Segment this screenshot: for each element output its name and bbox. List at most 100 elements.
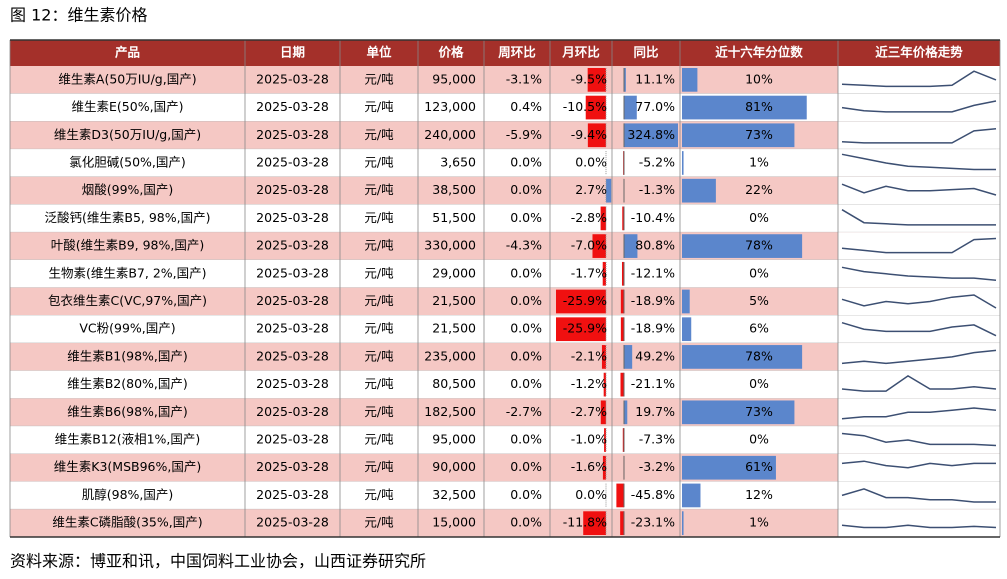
mom-bar <box>603 372 606 397</box>
header-bg <box>10 40 1000 66</box>
mom-bar <box>606 178 612 203</box>
cell-text: 1% <box>749 154 769 169</box>
cell-text: -25.9% <box>563 321 607 336</box>
column-header: 日期 <box>280 45 305 60</box>
yoy-bar <box>624 234 638 258</box>
cell-text: 0.0% <box>510 515 542 530</box>
cell-text: 0.0% <box>510 432 542 447</box>
cell-text: 1% <box>749 515 769 530</box>
cell-text: 95,000 <box>432 432 476 447</box>
cell-text: 2025-03-28 <box>256 71 329 86</box>
cell-text: 维生素C磷脂酸(35%,国产) <box>52 515 202 530</box>
column-header: 近十六年分位数 <box>715 45 803 60</box>
yoy-bar <box>624 400 628 425</box>
cell-text: 15,000 <box>432 515 476 530</box>
percentile-bar <box>682 455 776 480</box>
yoy-bar <box>620 511 624 535</box>
cell-text: 元/吨 <box>364 321 394 336</box>
cell-text: 0.0% <box>510 348 542 363</box>
cell-text: 235,000 <box>424 348 476 363</box>
cell-text: 5% <box>749 293 769 308</box>
cell-text: 2025-03-28 <box>256 293 329 308</box>
trend-line <box>841 100 997 113</box>
row-bg <box>10 453 1000 482</box>
cell-text: 78% <box>745 238 773 253</box>
cell-text: 0% <box>749 432 769 447</box>
cell-text: 烟酸(99%,国产) <box>82 182 174 197</box>
cell-text: -18.9% <box>631 293 675 308</box>
cell-text: -5.9% <box>506 127 542 142</box>
cell-text: 2025-03-28 <box>256 404 329 419</box>
cell-text: -10.4% <box>631 210 675 225</box>
cell-text: 32,500 <box>432 487 476 502</box>
mom-bar <box>556 289 606 314</box>
cell-text: 元/吨 <box>364 293 394 308</box>
cell-text: 38,500 <box>432 182 476 197</box>
cell-text: 2025-03-28 <box>256 321 329 336</box>
row-bg <box>10 176 1000 205</box>
yoy-bar <box>621 261 624 286</box>
cell-text: 元/吨 <box>364 348 394 363</box>
yoy-bar <box>620 372 624 397</box>
cell-text: 元/吨 <box>364 127 394 142</box>
percentile-bar <box>682 234 803 258</box>
cell-text: 2025-03-28 <box>256 487 329 502</box>
cell-text: 2025-03-28 <box>256 127 329 142</box>
cell-text: -1.6% <box>571 459 607 474</box>
column-header: 月环比 <box>561 45 600 60</box>
cell-text: 维生素A(50万IU/g,国产) <box>58 71 196 86</box>
percentile-bar <box>682 400 795 425</box>
cell-text: -23.1% <box>631 515 675 530</box>
cell-text: 元/吨 <box>364 99 394 114</box>
cell-text: 肌醇(98%,国产) <box>82 487 174 502</box>
yoy-bar <box>624 123 678 148</box>
trend-bg <box>838 343 1000 371</box>
column-header: 周环比 <box>498 45 536 60</box>
cell-text: -3.1% <box>506 71 542 86</box>
cell-text: 泛酸钙(维生素B5, 98%,国产) <box>45 210 211 225</box>
yoy-bar <box>616 483 624 508</box>
cell-text: 元/吨 <box>364 376 394 391</box>
cell-text: -3.2% <box>639 459 675 474</box>
cell-text: 19.7% <box>635 404 675 419</box>
row-bg <box>10 66 1000 94</box>
cell-text: 2025-03-28 <box>256 99 329 114</box>
cell-text: 叶酸(维生素B9, 98%,国产) <box>51 238 205 253</box>
cell-text: 元/吨 <box>364 432 394 447</box>
cell-text: 元/吨 <box>364 404 394 419</box>
cell-text: 元/吨 <box>364 154 394 169</box>
cell-text: 维生素E(50%,国产) <box>72 99 184 114</box>
trend-bg <box>838 509 1000 537</box>
percentile-bar <box>682 289 690 314</box>
cell-text: 73% <box>745 127 773 142</box>
cell-text: -10.5% <box>563 99 607 114</box>
percentile-bar <box>682 345 803 369</box>
row-bg <box>10 204 1000 233</box>
cell-text: -4.3% <box>506 238 542 253</box>
row-bg <box>10 287 1000 316</box>
percentile-bar <box>682 511 684 535</box>
cell-text: 元/吨 <box>364 210 394 225</box>
cell-text: 80,500 <box>432 376 476 391</box>
cell-text: 生物素(维生素B7, 2%,国产) <box>48 265 206 280</box>
mom-bar <box>587 68 606 92</box>
mom-bar <box>585 95 606 120</box>
cell-text: 0.0% <box>510 293 542 308</box>
trend-line <box>841 237 997 254</box>
mom-bar <box>587 123 606 148</box>
trend-line <box>841 349 997 365</box>
cell-text: 0.0% <box>510 182 542 197</box>
cell-text: -5.2% <box>639 154 675 169</box>
cell-text: 2025-03-28 <box>256 432 329 447</box>
cell-text: 73% <box>745 404 773 419</box>
cell-text: 3,650 <box>440 154 476 169</box>
cell-text: 2025-03-28 <box>256 210 329 225</box>
row-bg <box>10 93 1000 122</box>
trend-line <box>841 70 997 88</box>
cell-text: 0.0% <box>510 321 542 336</box>
cell-text: 元/吨 <box>364 71 394 86</box>
yoy-bar <box>624 95 637 120</box>
cell-text: 维生素B1(98%,国产) <box>67 348 188 363</box>
cell-text: -12.1% <box>631 265 675 280</box>
